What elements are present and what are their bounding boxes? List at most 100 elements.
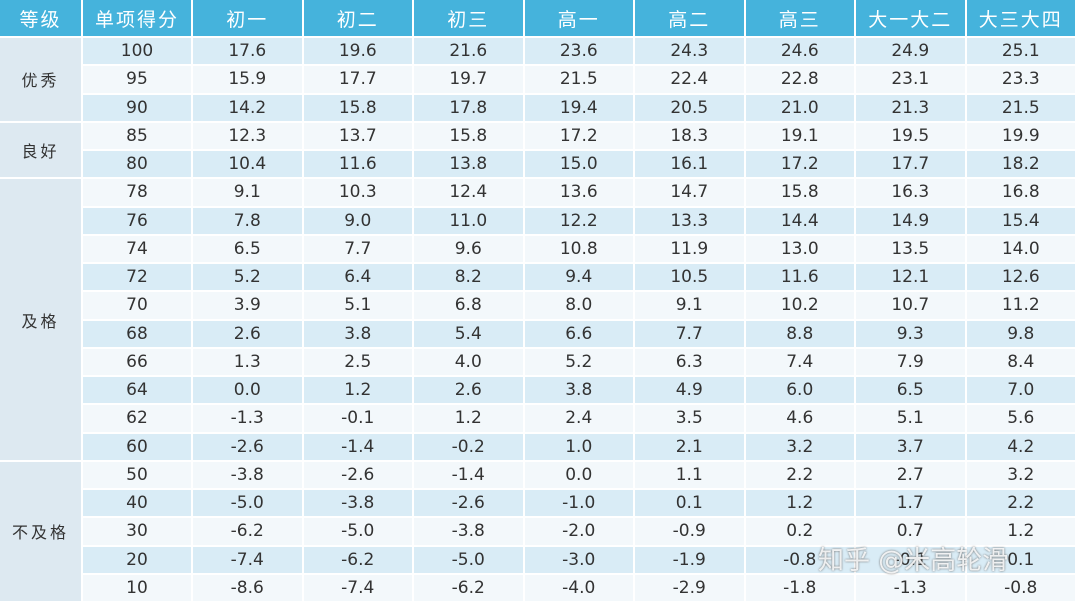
table-cell: 2.2 [966,490,1077,519]
table-cell: 2.5 [303,348,414,377]
table-cell: -1.4 [303,433,414,462]
table-cell: 24.3 [635,38,746,67]
header-cell: 初三 [414,0,525,38]
table-cell: 9.3 [856,320,967,349]
table-cell: 11.0 [414,207,525,236]
table-cell: 3.2 [745,433,856,462]
table-cell: -5.0 [303,518,414,547]
table-cell: 95 [83,66,193,95]
table-cell: 19.7 [414,66,525,95]
table-cell: 3.2 [966,461,1077,490]
table-cell: 7.8 [193,207,304,236]
table-cell: -6.2 [303,546,414,575]
table-cell: 15.0 [524,151,635,180]
table-cell: 11.6 [745,264,856,293]
grade-cell: 及格 [0,179,83,462]
table-cell: 11.6 [303,151,414,180]
header-cell: 等级 [0,0,83,38]
table-cell: 4.0 [414,348,525,377]
table-cell: 13.7 [303,122,414,151]
table-cell: -1.3 [193,405,304,434]
table-cell: 40 [83,490,193,519]
table-cell: 24.6 [745,38,856,67]
table-cell: -0.2 [414,433,525,462]
table-cell: -0.8 [966,574,1077,603]
table-cell: 2.2 [745,461,856,490]
table-cell: 4.2 [966,433,1077,462]
table-cell: 17.7 [303,66,414,95]
table-cell: 0.0 [193,377,304,406]
table-cell: 7.4 [745,348,856,377]
table-cell: 17.7 [856,151,967,180]
table-cell: 2.1 [635,433,746,462]
header-cell: 大三大四 [966,0,1077,38]
table-cell: -3.8 [193,461,304,490]
table-cell: 0.1 [966,546,1077,575]
table-cell: -3.0 [524,546,635,575]
table-cell: 5.1 [856,405,967,434]
table-cell: 30 [83,518,193,547]
table-cell: 8.2 [414,264,525,293]
table-cell: 17.6 [193,38,304,67]
table-cell: 13.3 [635,207,746,236]
table-cell: 21.0 [745,94,856,123]
table-cell: 18.3 [635,122,746,151]
table-cell: 12.6 [966,264,1077,293]
table-cell: 70 [83,292,193,321]
table-cell: 6.3 [635,348,746,377]
table-cell: 74 [83,235,193,264]
table-cell: 9.8 [966,320,1077,349]
header-cell: 高一 [524,0,635,38]
table-cell: 6.5 [193,235,304,264]
table-cell: 50 [83,461,193,490]
table-cell: -1.9 [635,546,746,575]
table-cell: 15.8 [745,179,856,208]
table-cell: 1.1 [635,461,746,490]
table-cell: 10.3 [303,179,414,208]
table-cell: 1.2 [414,405,525,434]
table-cell: 13.8 [414,151,525,180]
header-cell: 初一 [193,0,304,38]
table-cell: 8.0 [524,292,635,321]
table-cell: -6.2 [193,518,304,547]
table-cell: 13.0 [745,235,856,264]
table-cell: 10.8 [524,235,635,264]
table-cell: -3.8 [414,518,525,547]
table-cell: 0.7 [856,518,967,547]
table-cell: 21.5 [524,66,635,95]
table-cell: 20 [83,546,193,575]
table-cell: 10.5 [635,264,746,293]
table-cell: 15.8 [303,94,414,123]
table-cell: 12.2 [524,207,635,236]
table-cell: 21.3 [856,94,967,123]
table-cell: 2.6 [193,320,304,349]
table-cell: 16.1 [635,151,746,180]
table-cell: 1.0 [524,433,635,462]
grade-cell: 不及格 [0,461,83,603]
table-cell: 17.2 [745,151,856,180]
grade-cell: 优秀 [0,38,83,123]
table-cell: -2.6 [303,461,414,490]
table-cell: 2.6 [414,377,525,406]
table-cell: 23.1 [856,66,967,95]
table-cell: 10.7 [856,292,967,321]
table-cell: 2.7 [856,461,967,490]
table-cell: 80 [83,151,193,180]
table-cell: 7.7 [635,320,746,349]
table-cell: 6.5 [856,377,967,406]
table-cell: 23.6 [524,38,635,67]
table-cell: -0.1 [856,546,967,575]
table-cell: -2.0 [524,518,635,547]
table-cell: 9.0 [303,207,414,236]
table-cell: 72 [83,264,193,293]
table-cell: 13.5 [856,235,967,264]
table-cell: 7.9 [856,348,967,377]
table-cell: 7.0 [966,377,1077,406]
table-cell: 24.9 [856,38,967,67]
header-cell: 大一大二 [856,0,967,38]
table-cell: 12.4 [414,179,525,208]
table-cell: 23.3 [966,66,1077,95]
table-cell: -3.8 [303,490,414,519]
table-cell: 19.6 [303,38,414,67]
